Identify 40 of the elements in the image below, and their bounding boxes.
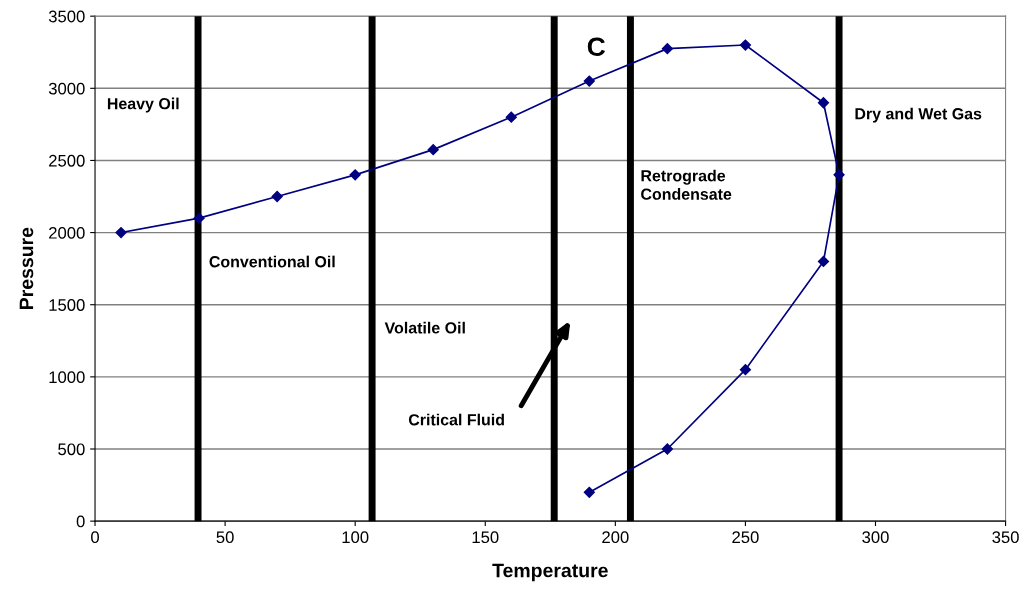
y-tick-label: 0 — [76, 515, 85, 528]
point — [661, 43, 673, 55]
x-tick-label: 50 — [216, 531, 234, 544]
annotation: Volatile Oil — [384, 321, 465, 334]
point — [583, 75, 595, 87]
y-tick-label: 2000 — [49, 226, 85, 239]
x-tick-label: 150 — [472, 531, 499, 544]
y-axis-title: Pressure — [19, 227, 34, 309]
y-tick-label: 3000 — [48, 82, 85, 95]
y-tick-label: 2500 — [49, 154, 85, 167]
x-tick-label: 300 — [862, 531, 889, 544]
annotation: C — [587, 37, 606, 57]
x-tick-label: 350 — [992, 531, 1019, 544]
annotation: Heavy Oil — [107, 97, 179, 113]
point — [661, 443, 673, 455]
point — [115, 226, 127, 239]
point — [739, 364, 752, 376]
annotation: Retrograde Condensate — [641, 169, 732, 200]
point — [427, 144, 439, 156]
x-tick-label: 200 — [602, 531, 629, 544]
annotation: Critical Fluid — [408, 413, 504, 426]
x-tick-label: 100 — [342, 531, 369, 544]
x-tick-label: 250 — [732, 531, 759, 544]
annotation: Dry and Wet Gas — [855, 107, 982, 123]
point — [271, 190, 283, 203]
point — [817, 97, 830, 109]
y-tick-label: 1500 — [49, 299, 85, 311]
point — [193, 212, 205, 224]
x-axis-title: Temperature — [492, 563, 608, 582]
y-tick-label: 3500 — [48, 10, 85, 23]
y-tick-label: 1000 — [49, 371, 85, 384]
point — [505, 111, 517, 123]
annotation: Conventional Oil — [209, 255, 335, 268]
point — [583, 486, 595, 498]
point — [739, 39, 752, 51]
y-tick-label: 500 — [58, 443, 85, 456]
point — [833, 169, 845, 181]
point — [349, 169, 361, 181]
point — [817, 255, 830, 268]
x-tick-label: 0 — [91, 531, 100, 544]
